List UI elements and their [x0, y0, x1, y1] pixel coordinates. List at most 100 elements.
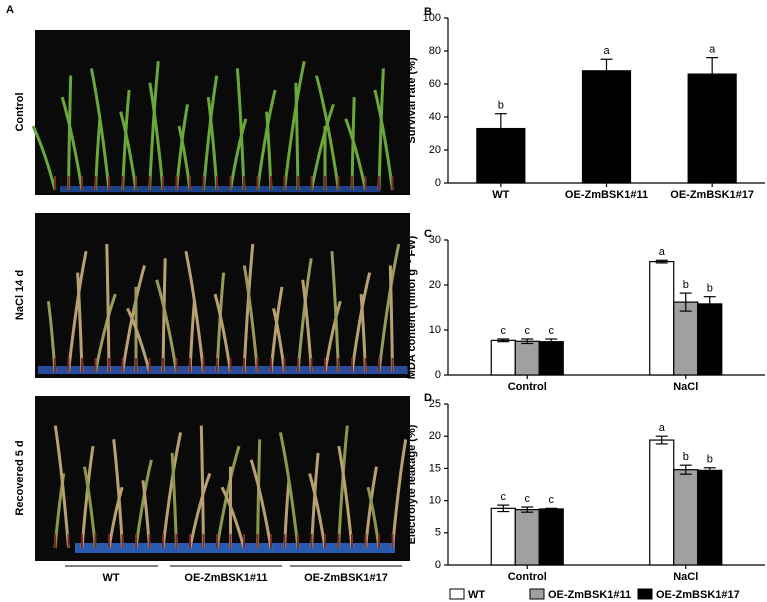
photo-recovered	[35, 396, 410, 561]
leaf	[373, 89, 394, 191]
legend-label: OE-ZmBSK1#11	[548, 589, 631, 601]
leaf	[283, 60, 306, 191]
y-tick-label: 25	[429, 398, 441, 410]
leaf	[188, 473, 212, 549]
y-tick-label: 40	[429, 111, 441, 123]
bar	[649, 439, 675, 566]
leaf	[315, 75, 340, 191]
leaf	[229, 118, 248, 191]
leaf	[161, 432, 183, 549]
x-tick-label: OE-ZmBSK1#11	[565, 189, 648, 201]
leaf	[121, 265, 146, 373]
bar	[514, 509, 540, 566]
significance-letter: c	[525, 493, 531, 505]
leaf	[215, 445, 241, 549]
y-tick-label: 0	[435, 369, 441, 381]
leaf	[184, 250, 205, 373]
leaf	[89, 68, 111, 191]
bar	[673, 469, 699, 566]
bar	[687, 73, 737, 184]
y-tick-label: 20	[429, 279, 441, 291]
y-tick-label: 100	[423, 12, 441, 24]
legend-swatch	[529, 588, 545, 600]
bar	[697, 469, 723, 566]
leaf	[134, 459, 153, 549]
y-tick-label: 0	[435, 177, 441, 189]
leaf	[377, 243, 401, 373]
leaf	[235, 68, 246, 191]
significance-letter: b	[683, 451, 689, 463]
leaf	[67, 250, 88, 373]
significance-letter: b	[498, 100, 504, 112]
leaf	[220, 486, 246, 549]
bar	[538, 341, 564, 376]
leaf	[126, 307, 151, 373]
panel-label: A	[6, 4, 14, 16]
leaf	[105, 243, 111, 373]
leaf	[213, 293, 232, 373]
leaf	[148, 82, 165, 191]
leaf	[53, 425, 70, 549]
significance-letter: a	[709, 44, 716, 56]
y-tick-label: 15	[429, 462, 441, 474]
y-axis-label: Electrolyte leakage (%)	[406, 424, 418, 544]
y-tick-label: 20	[429, 430, 441, 442]
leaf	[202, 75, 219, 191]
y-tick-label: 10	[429, 495, 441, 507]
leaf	[155, 279, 178, 373]
significance-letter: c	[501, 325, 507, 337]
bar	[490, 507, 516, 566]
y-axis-label: Survival rate (%)	[406, 57, 418, 144]
leaf	[296, 258, 313, 373]
leaf	[391, 439, 408, 549]
significance-letter: a	[603, 45, 610, 57]
panel-label: C	[424, 228, 432, 240]
leaf	[107, 486, 124, 549]
y-tick-label: 60	[429, 78, 441, 90]
legend-swatch	[637, 588, 653, 600]
x-tick-label: NaCl	[673, 571, 698, 583]
leaf	[31, 125, 57, 191]
significance-letter: a	[659, 246, 666, 258]
panel-label: B	[424, 6, 432, 18]
x-tick-label: Control	[508, 381, 547, 393]
leaf	[83, 466, 97, 549]
leaf	[323, 300, 342, 373]
bar	[673, 301, 699, 376]
column-label: WT	[102, 572, 119, 584]
legend-swatch	[449, 588, 465, 600]
significance-letter: c	[549, 494, 555, 506]
x-tick-label: Control	[508, 571, 547, 583]
leaf	[278, 432, 300, 549]
leaf	[337, 445, 354, 549]
legend-label: OE-ZmBSK1#17	[656, 589, 740, 601]
x-tick-label: WT	[492, 189, 509, 201]
row-label: Recovered 5 d	[14, 440, 26, 515]
leaf	[242, 265, 259, 373]
leaf	[308, 473, 327, 549]
leaf	[256, 89, 277, 191]
leaf	[94, 293, 117, 373]
leaf	[330, 251, 340, 373]
panel-label: D	[424, 392, 432, 404]
row-label: Control	[14, 92, 26, 131]
significance-letter: b	[707, 454, 713, 466]
leaf	[199, 425, 205, 549]
column-label: OE-ZmBSK1#11	[184, 572, 267, 584]
significance-letter: a	[659, 422, 666, 434]
bar	[490, 339, 516, 376]
plants	[31, 60, 408, 549]
leaf	[344, 118, 367, 191]
legend-label: WT	[468, 589, 485, 601]
bar	[649, 261, 675, 376]
leaf	[350, 272, 372, 373]
bar	[538, 508, 564, 566]
significance-letter: b	[707, 283, 713, 295]
bar	[697, 303, 723, 376]
column-label: OE-ZmBSK1#17	[304, 572, 388, 584]
y-tick-label: 20	[429, 144, 441, 156]
y-tick-label: 10	[429, 324, 441, 336]
leaf	[249, 459, 273, 549]
y-tick-label: 5	[435, 527, 441, 539]
